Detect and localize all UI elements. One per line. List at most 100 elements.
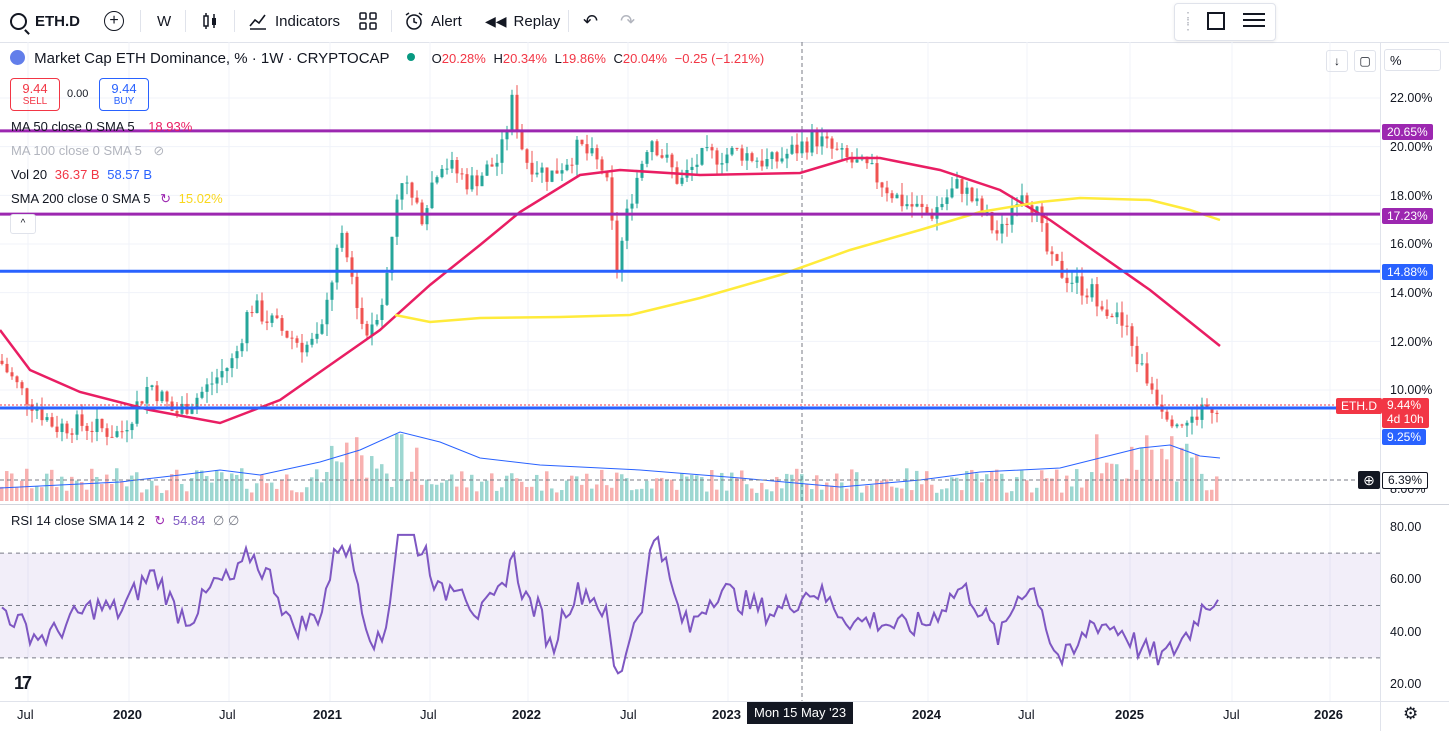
volume-bar — [260, 474, 264, 501]
candle-body — [670, 154, 674, 168]
time-label-2026: 2026 — [1314, 707, 1343, 722]
candle-body — [285, 330, 289, 338]
time-axis-border — [0, 701, 1449, 702]
candle-body — [305, 344, 309, 353]
candle-body — [905, 204, 909, 207]
candle-body — [1200, 404, 1204, 420]
volume-legend[interactable]: Vol 20 36.37 B 58.57 B — [11, 167, 152, 182]
level-17-tag: 17.23% — [1382, 208, 1433, 224]
candle-body — [80, 414, 84, 426]
candle-body — [270, 315, 274, 323]
candle-body — [455, 160, 459, 174]
redo-button[interactable]: ↷ — [620, 0, 635, 42]
volume-bar — [900, 488, 904, 501]
candle-body — [565, 164, 569, 171]
volume-bar — [830, 485, 834, 501]
volume-bar — [340, 462, 344, 501]
add-alert-plus-button[interactable]: ⊕ — [1358, 471, 1380, 489]
volume-bar — [755, 492, 759, 501]
candle-body — [965, 187, 969, 194]
interval-button[interactable]: W — [157, 0, 171, 42]
hidden-eye-icon[interactable]: ⊘ — [153, 143, 165, 158]
price-scale-unit-button[interactable]: % — [1384, 49, 1441, 71]
volume-bar — [500, 487, 504, 501]
price-tick-20: 20.00% — [1390, 140, 1433, 154]
volume-bar — [1145, 435, 1149, 501]
candle-body — [165, 391, 169, 402]
undo-button[interactable]: ↶ — [583, 0, 598, 42]
candle-body — [790, 144, 794, 154]
time-label-jul-2019: Jul — [17, 707, 34, 722]
volume-bar — [835, 473, 839, 501]
volume-bar — [335, 461, 339, 501]
collapse-legend-button[interactable]: ^ — [10, 214, 36, 234]
volume-bar — [1005, 492, 1009, 501]
candle-body — [345, 232, 349, 258]
volume-bar — [110, 484, 114, 501]
volume-bar — [200, 470, 204, 501]
volume-bar — [425, 479, 429, 501]
ma50-legend[interactable]: MA 50 close 0 SMA 5 18.93% — [11, 119, 192, 134]
sma200-legend[interactable]: SMA 200 close 0 SMA 5 ↻ 15.02% — [11, 191, 223, 207]
volume-bar — [280, 480, 284, 501]
volume-bar — [85, 489, 89, 501]
buy-price: 9.44 — [111, 81, 137, 96]
volume-bar — [865, 485, 869, 501]
drag-handle-icon[interactable]: ⋮ ⋮ — [1181, 9, 1195, 32]
time-label-2020: 2020 — [113, 707, 142, 722]
volume-bar — [840, 482, 844, 501]
compare-button[interactable]: + — [104, 0, 124, 42]
volume-bar — [1075, 469, 1079, 501]
volume-bar — [160, 492, 164, 501]
candle-body — [65, 423, 69, 434]
volume-bar — [775, 476, 779, 501]
indicators-button[interactable]: Indicators — [248, 0, 340, 42]
volume-bar — [730, 472, 734, 501]
candle-body — [910, 204, 914, 207]
candle-body — [745, 153, 749, 161]
volume-bar — [740, 470, 744, 501]
volume-bar — [475, 491, 479, 501]
replay-button[interactable]: ◀◀ Replay — [485, 0, 560, 42]
settings-menu-icon[interactable] — [1243, 13, 1265, 27]
candle-body — [45, 417, 49, 421]
scroll-to-latest-button[interactable]: ↓ — [1326, 50, 1348, 72]
candle-body — [715, 150, 719, 165]
candle-body — [1055, 254, 1059, 261]
ma100-legend[interactable]: MA 100 close 0 SMA 5 ⊘ — [11, 143, 164, 159]
candle-body — [25, 388, 29, 405]
volume-bar — [515, 478, 519, 501]
volume-bar — [1190, 457, 1194, 501]
volume-bar — [575, 476, 579, 501]
volume-bar — [800, 474, 804, 501]
legend-title[interactable]: Market Cap ETH Dominance, % · 1W · CRYPT… — [34, 50, 390, 67]
buy-button[interactable]: 9.44 BUY — [99, 78, 149, 111]
legend: Market Cap ETH Dominance, % · 1W · CRYPT… — [10, 50, 764, 67]
price-chart[interactable] — [0, 42, 1449, 731]
ohlc-h-label: H — [493, 51, 503, 66]
templates-button[interactable] — [359, 0, 377, 42]
fullscreen-icon[interactable] — [1207, 12, 1225, 30]
symbol-search[interactable]: ETH.D — [10, 0, 80, 42]
volume-bar — [1180, 447, 1184, 501]
volume-bar — [895, 487, 899, 501]
maximize-pane-button[interactable]: ▢ — [1354, 50, 1376, 72]
vol-value-2: 58.57 B — [107, 167, 153, 182]
volume-bar — [300, 492, 304, 501]
volume-bar — [910, 490, 914, 501]
chart-type-button[interactable] — [200, 0, 220, 42]
candle-body — [885, 187, 889, 194]
alert-button[interactable]: Alert — [404, 0, 462, 42]
sell-button[interactable]: 9.44 SELL — [10, 78, 60, 111]
candle-body — [225, 368, 229, 372]
candle-body — [1145, 363, 1149, 384]
chart-settings-gear-icon[interactable]: ⚙ — [1403, 704, 1419, 723]
volume-bar — [1125, 478, 1129, 501]
tradingview-logo[interactable]: 17 — [14, 673, 32, 693]
volume-bar — [1175, 481, 1179, 501]
candle-body — [865, 156, 869, 164]
volume-bar — [720, 472, 724, 501]
price-tick-10: 10.00% — [1390, 383, 1433, 397]
candle-body — [1165, 411, 1169, 420]
rsi-legend[interactable]: RSI 14 close SMA 14 2 ↻ 54.84 ∅ ∅ — [11, 513, 239, 529]
